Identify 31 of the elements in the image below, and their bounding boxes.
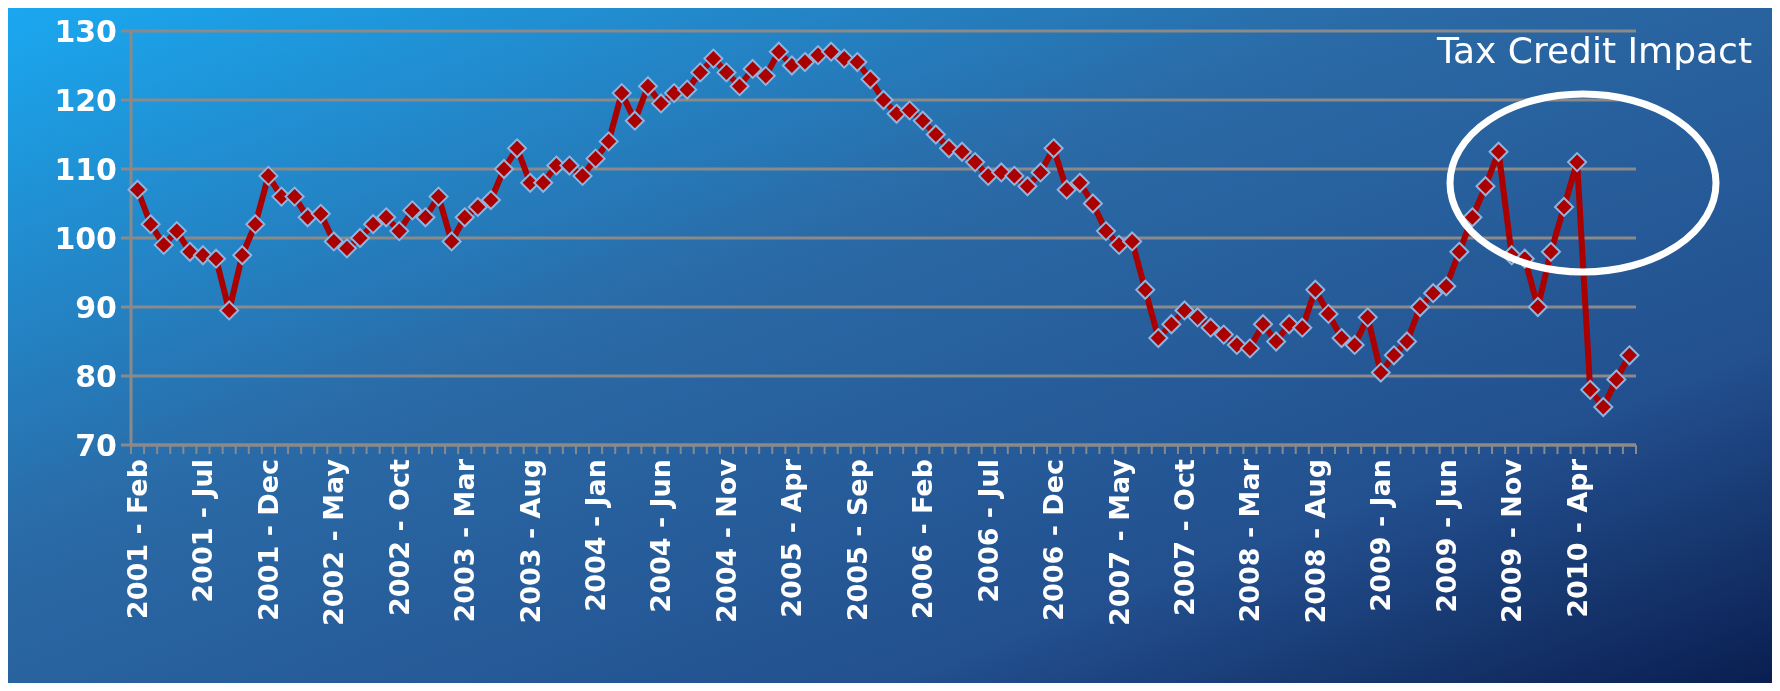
x-tick-label: 2010 - Apr (1561, 458, 1593, 618)
x-tick-label: 2001 - Jul (187, 459, 219, 603)
x-tick-label: 2001 - Dec (252, 459, 284, 621)
y-tick-label: 120 (54, 82, 117, 118)
x-tick-label: 2003 - Mar (449, 458, 481, 623)
x-tick-label: 2009 - Nov (1496, 458, 1528, 623)
y-tick-label: 130 (54, 13, 117, 49)
y-tick-label: 100 (54, 220, 117, 256)
x-tick-label: 2003 - Aug (514, 459, 546, 624)
x-tick-label: 2002 - May (318, 458, 350, 627)
x-tick-label: 2009 - Jan (1365, 459, 1397, 612)
x-tick-label: 2008 - Mar (1234, 458, 1266, 623)
x-tick-label: 2005 - Apr (776, 458, 808, 618)
x-tick-label: 2005 - Sep (841, 459, 873, 622)
y-tick-label: 80 (75, 358, 117, 394)
x-tick-label: 2004 - Jan (580, 459, 612, 612)
x-tick-label: 2002 - Oct (383, 458, 415, 617)
x-tick-label: 2007 - May (1103, 458, 1135, 627)
x-tick-label: 2001 - Feb (121, 459, 153, 620)
y-tick-label: 90 (75, 289, 117, 325)
x-tick-label: 2004 - Jun (645, 459, 677, 613)
x-tick-label: 2008 - Aug (1299, 459, 1331, 624)
x-tick-label: 2007 - Oct (1168, 458, 1200, 617)
x-tick-label: 2009 - Jun (1430, 459, 1462, 613)
annotation: Tax Credit Impact (1435, 30, 1752, 71)
x-tick-label: 2006 - Dec (1038, 459, 1070, 621)
y-tick-label: 110 (54, 151, 117, 187)
x-tick-label: 2004 - Nov (710, 458, 742, 623)
x-tick-label: 2006 - Jul (972, 459, 1004, 603)
y-tick-label: 70 (75, 427, 117, 463)
x-tick-label: 2006 - Feb (907, 459, 939, 620)
